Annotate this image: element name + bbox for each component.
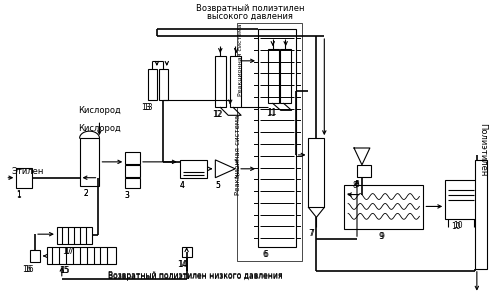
Text: 4: 4 [180,181,185,190]
Text: 3: 3 [124,191,129,200]
Text: 10: 10 [451,222,461,231]
Text: 12: 12 [212,110,222,119]
Bar [237,23,301,261]
Bar [445,180,477,219]
Text: Возвратный полиэтилен низкого давления: Возвратный полиэтилен низкого давления [108,272,283,281]
Text: 7: 7 [308,229,313,238]
Text: 1: 1 [16,190,21,199]
Text: Полиэтилен: Полиэтилен [478,123,487,177]
Text: 4: 4 [180,181,185,190]
Text: 6: 6 [264,250,269,259]
Text: 11: 11 [266,109,275,118]
Bar [308,138,324,207]
Text: 8: 8 [352,181,357,190]
Text: 14: 14 [179,260,188,269]
Bar [344,185,424,229]
Text: 9: 9 [379,232,384,241]
Text: 3: 3 [124,191,129,200]
Text: Реакционная система: Реакционная система [234,115,240,195]
Bar [16,168,32,188]
Text: 15: 15 [60,266,69,275]
Bar [125,165,140,177]
Text: 11: 11 [267,108,276,117]
Text: Кислород: Кислород [77,106,120,115]
Text: 13: 13 [143,104,152,112]
Text: 1: 1 [16,191,21,200]
Text: Этилен: Этилен [11,167,44,176]
Text: высокого давления: высокого давления [207,12,293,21]
Text: 5: 5 [215,181,220,190]
Bar [79,138,100,186]
Bar [30,250,40,262]
Bar [159,69,168,100]
Text: Возвратный полиэтилен низкого давления: Возвратный полиэтилен низкого давления [108,271,283,280]
Text: 8: 8 [354,180,359,189]
Text: 6: 6 [263,250,267,259]
Text: 13: 13 [141,104,151,112]
Bar [180,160,207,178]
Bar [148,69,157,100]
Bar [475,160,487,269]
Bar [182,247,192,257]
Bar [258,29,296,247]
Text: 2: 2 [83,189,89,198]
Text: 12: 12 [213,110,223,119]
Text: 2: 2 [83,189,89,198]
Text: 15: 15 [59,266,68,275]
Bar [357,165,371,177]
Text: 5: 5 [215,181,220,190]
Bar [215,56,226,107]
Bar [125,152,140,164]
Text: 10: 10 [453,221,463,230]
Text: Возвратный полиэтилен: Возвратный полиэтилен [196,4,304,13]
Text: 17: 17 [64,247,73,256]
Text: 7: 7 [309,229,314,238]
Text: 17: 17 [62,247,71,256]
Bar [47,247,116,264]
Text: 14: 14 [177,260,186,269]
Text: 9: 9 [379,232,384,241]
Text: 16: 16 [24,265,34,274]
Bar [57,227,92,244]
Text: Реакционная система: Реакционная система [237,23,242,96]
Text: 16: 16 [22,265,32,274]
Bar [125,178,140,188]
Bar [280,49,291,104]
Bar [268,49,279,104]
Text: Кислород: Кислород [77,124,120,133]
Bar [230,56,241,107]
